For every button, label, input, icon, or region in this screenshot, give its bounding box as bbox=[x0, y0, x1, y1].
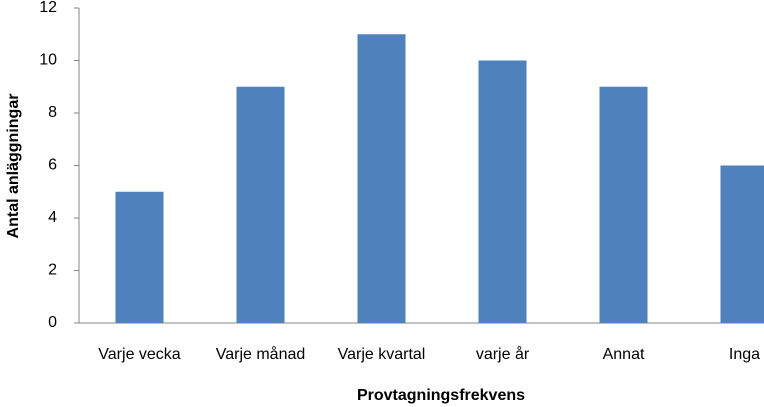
y-tick-label: 10 bbox=[39, 52, 57, 69]
y-tick-label: 8 bbox=[48, 104, 57, 121]
y-tick-label: 12 bbox=[39, 0, 57, 16]
x-tick-label: Varje vecka bbox=[98, 346, 181, 363]
bar bbox=[357, 34, 406, 323]
x-axis-title: Provtagningsfrekvens bbox=[357, 387, 525, 404]
y-tick-label: 4 bbox=[48, 209, 57, 226]
y-tick-label: 6 bbox=[48, 157, 57, 174]
x-tick-label: Annat bbox=[603, 346, 645, 363]
x-tick-label: Inga bbox=[729, 346, 760, 363]
x-tick-label: Varje kvartal bbox=[338, 346, 426, 363]
bar bbox=[478, 60, 527, 323]
bar bbox=[720, 165, 764, 323]
x-tick-label: varje år bbox=[476, 345, 530, 363]
bar bbox=[115, 191, 164, 323]
y-tick-label: 0 bbox=[48, 314, 57, 331]
y-tick-label: 2 bbox=[48, 262, 57, 279]
bar bbox=[599, 86, 648, 323]
bar bbox=[236, 86, 285, 323]
y-axis-title: Antal anläggningar bbox=[5, 94, 22, 239]
x-tick-label: Varje månad bbox=[216, 345, 306, 363]
